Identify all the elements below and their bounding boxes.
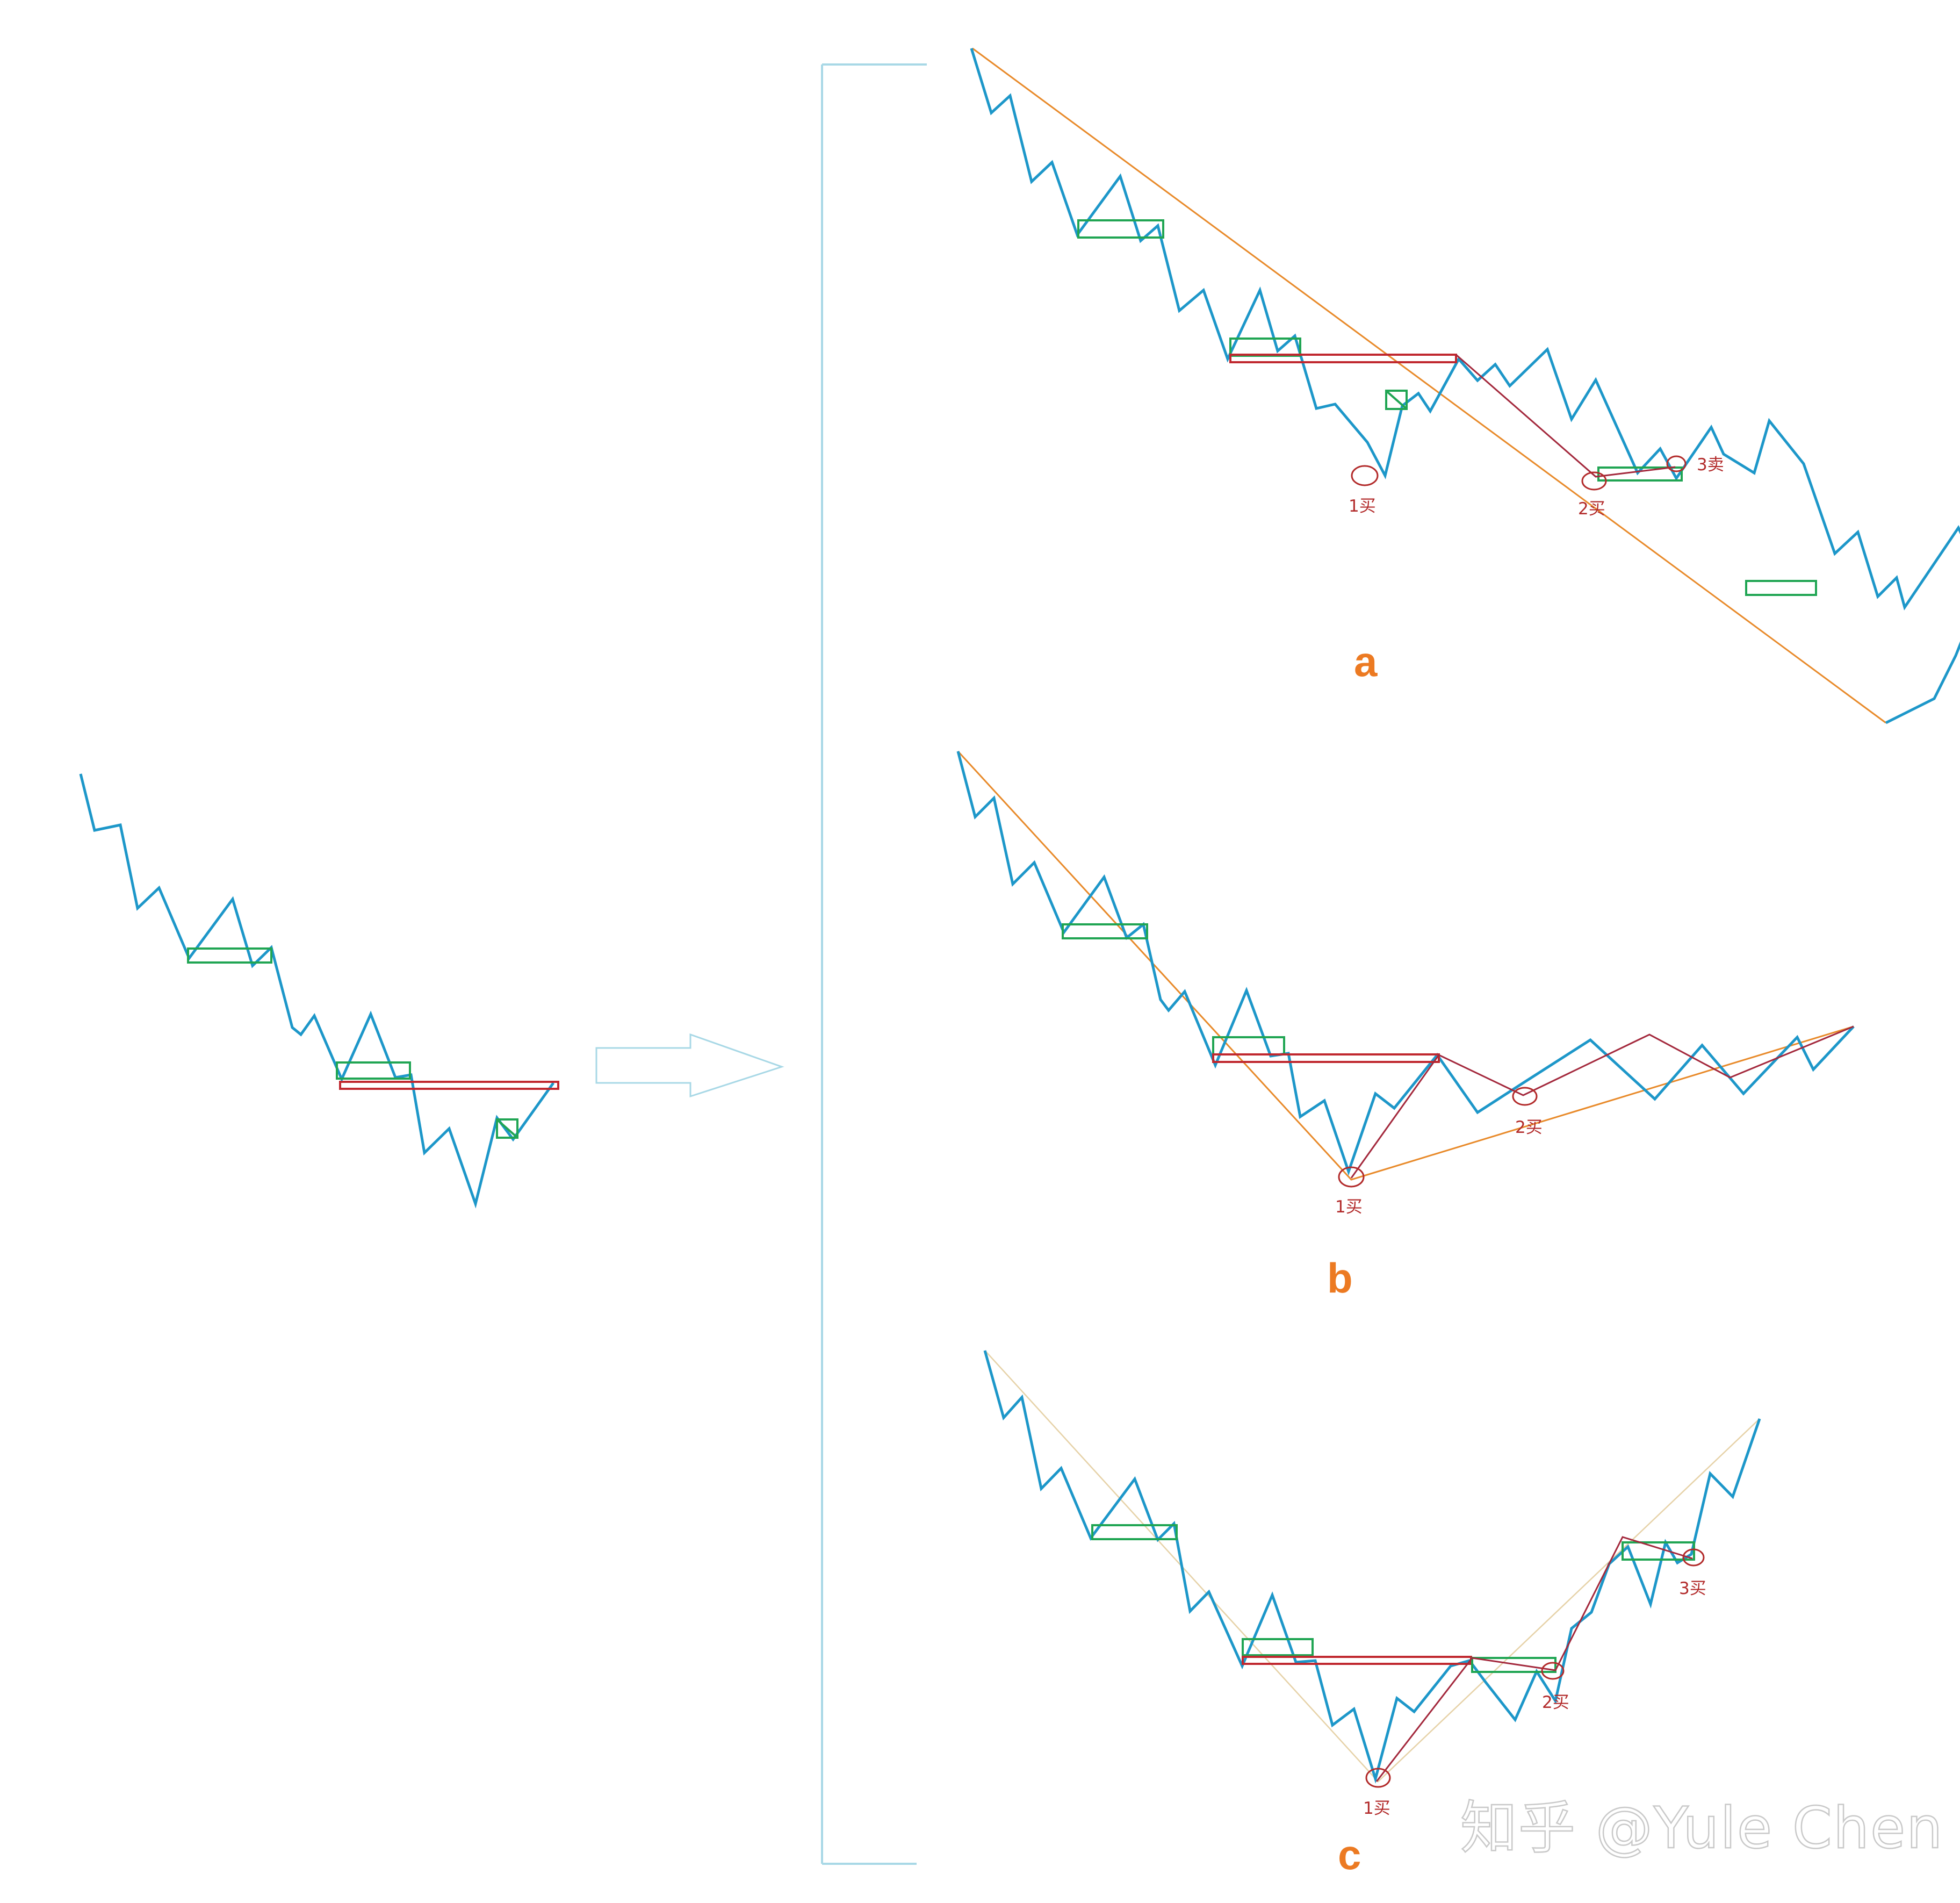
buy-point-3-label: 3买	[1679, 1579, 1706, 1598]
pivot-box	[1062, 923, 1148, 939]
buy-point-2-marker	[1512, 1087, 1538, 1106]
pivot-box	[1597, 466, 1683, 482]
central-zone	[1212, 1053, 1440, 1063]
buy-point-1-marker	[1338, 1166, 1365, 1188]
pivot-box	[336, 1061, 411, 1080]
panel-a: 1买 2买 3卖 a	[970, 47, 1960, 724]
panel-b-title: b	[1327, 1254, 1353, 1302]
central-zone	[1242, 1656, 1472, 1665]
trend-line	[972, 47, 1886, 724]
pivot-box	[1091, 1524, 1178, 1540]
pivot-box	[1471, 1657, 1557, 1673]
panel-a-title: a	[1354, 638, 1378, 685]
watermark: 知乎 @Yule Chen	[1460, 1795, 1943, 1861]
buy-point-2-marker	[1541, 1662, 1565, 1680]
buy-point-1-marker	[1365, 1768, 1391, 1788]
pivot-box	[496, 1118, 518, 1139]
pivot-box	[1622, 1541, 1695, 1561]
pivot-box	[1077, 219, 1164, 239]
buy-point-1-label: 1买	[1363, 1799, 1390, 1818]
buy-point-1-marker	[1351, 465, 1379, 486]
buy-point-2-label: 2买	[1578, 499, 1605, 519]
central-zone	[1229, 354, 1457, 363]
panel-c-title: c	[1338, 1831, 1361, 1878]
pivot-box	[1242, 1638, 1314, 1656]
buy-point-2-marker	[1581, 471, 1607, 491]
pivot-box	[1745, 580, 1817, 596]
right-arrow-icon	[595, 1033, 784, 1098]
panel-a-zigzag	[970, 48, 1960, 724]
buy-point-1-label: 1买	[1349, 497, 1376, 516]
connector-line	[1375, 1536, 1693, 1782]
buy-point-1-label: 1买	[1335, 1197, 1363, 1217]
sell-point-3-marker	[1666, 455, 1687, 472]
pivot-box-diagonal	[497, 1119, 517, 1138]
sell-point-3-label: 3卖	[1697, 455, 1724, 475]
pivot-box	[1385, 390, 1408, 410]
bracket	[821, 63, 927, 1865]
source-pattern	[79, 773, 559, 1209]
central-zone	[339, 1081, 559, 1090]
panel-c-zigzag	[983, 1350, 1761, 1784]
panel-b: 1买 2买 b	[956, 750, 1855, 1302]
pivot-box-diagonal	[1386, 391, 1407, 409]
connector-line	[1455, 354, 1676, 478]
panel-c: 1买 2买 3买 c	[983, 1350, 1761, 1878]
source-zigzag	[79, 773, 555, 1209]
buy-point-2-label: 2买	[1515, 1118, 1543, 1137]
trend-line	[957, 750, 1854, 1181]
panel-b-zigzag	[956, 751, 1855, 1176]
pivot-box	[187, 947, 272, 964]
connector-line	[1350, 1025, 1854, 1179]
buy-point-2-label: 2买	[1542, 1693, 1569, 1712]
trend-line	[985, 1351, 1760, 1783]
buy-point-3-marker	[1682, 1548, 1705, 1567]
